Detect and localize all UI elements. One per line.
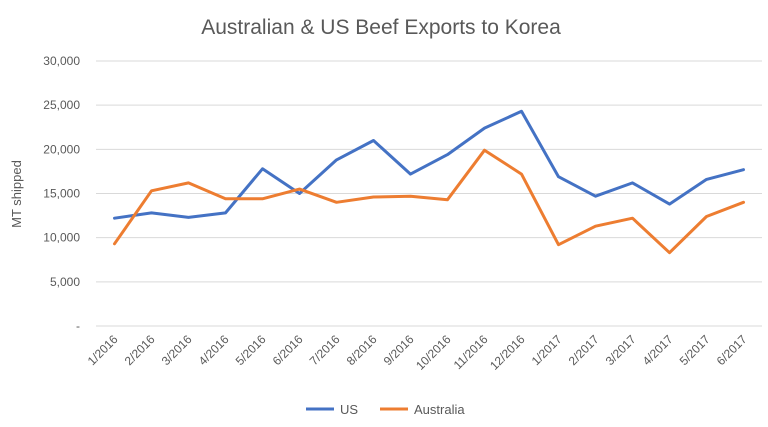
- x-tick-label: 6/2017: [714, 332, 750, 368]
- x-tick-label: 7/2016: [307, 332, 343, 368]
- x-tick-label: 10/2016: [413, 332, 454, 373]
- legend: US Australia: [306, 402, 465, 417]
- series-line-us: [113, 109, 745, 220]
- chart-title: Australian & US Beef Exports to Korea: [201, 16, 561, 39]
- x-tick-label: 6/2016: [270, 332, 306, 368]
- y-axis-ticks: - 5,000 10,000 15,000 20,000 25,000 30,000: [43, 54, 80, 333]
- x-tick-label: 8/2016: [344, 332, 380, 368]
- x-tick-label: 5/2016: [233, 332, 269, 368]
- y-axis-title: MT shipped: [9, 160, 24, 228]
- x-tick-label: 2/2017: [566, 332, 602, 368]
- x-tick-label: 9/2016: [381, 332, 417, 368]
- x-tick-label: 12/2016: [487, 332, 528, 373]
- x-tick-label: 2/2016: [122, 332, 158, 368]
- y-tick-label: 10,000: [43, 231, 80, 245]
- series-lines: [113, 109, 745, 255]
- x-axis-ticks: 1/2016 2/2016 3/2016 4/2016 5/2016 6/2016 7/20…: [85, 332, 750, 373]
- y-tick-label: 25,000: [43, 98, 80, 112]
- x-tick-label: 5/2017: [677, 332, 713, 368]
- y-tick-label: 20,000: [43, 142, 80, 156]
- y-tick-label: 15,000: [43, 187, 80, 201]
- x-tick-label: 1/2016: [85, 332, 121, 368]
- y-tick-label: 30,000: [43, 54, 80, 68]
- x-tick-label: 4/2016: [196, 332, 232, 368]
- x-tick-label: 3/2016: [159, 332, 195, 368]
- y-tick-label: -: [76, 319, 80, 333]
- x-tick-label: 3/2017: [603, 332, 639, 368]
- legend-label-australia: Australia: [414, 402, 465, 417]
- gridlines: [96, 60, 762, 327]
- series-line-australia: [113, 148, 745, 255]
- y-tick-label: 5,000: [50, 275, 80, 289]
- x-tick-label: 4/2017: [640, 332, 676, 368]
- x-tick-label: 11/2016: [451, 332, 491, 372]
- legend-label-us: US: [340, 402, 358, 417]
- x-tick-label: 1/2017: [529, 332, 565, 368]
